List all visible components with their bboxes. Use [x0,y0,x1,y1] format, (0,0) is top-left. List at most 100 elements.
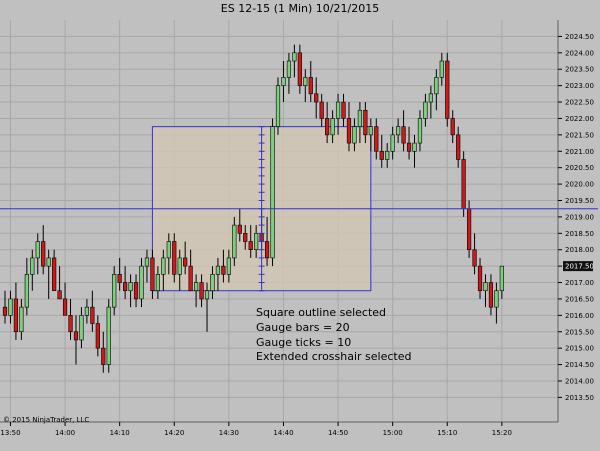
candle [352,118,357,152]
price-tick-label: 2024.00 [565,49,594,57]
annotation-line-3: Gauge ticks = 10 [256,336,351,349]
candle [210,266,215,299]
candle-body [117,274,122,283]
candle-body [112,274,117,308]
candle [330,110,335,144]
candle [123,266,128,299]
candle-body [335,101,341,119]
candle-body [406,142,412,152]
price-tick-label: 2023.00 [565,82,594,90]
price-tick-label: 2014.50 [565,361,594,369]
candle-body [352,126,357,144]
candle-body [95,323,100,349]
candle-body [62,298,68,316]
candle-body [106,306,111,365]
candle [396,118,401,144]
time-tick-label: 14:50 [328,429,348,437]
annotation-line-2: Gauge bars = 20 [256,321,350,334]
candle [270,118,275,267]
candle-body [281,77,286,86]
candle [13,282,19,340]
candle-body [439,60,444,78]
candle [177,249,182,291]
candle [368,118,373,152]
price-tick-label: 2016.00 [565,312,594,320]
price-tick-label: 2021.00 [565,148,594,156]
candle [46,249,51,299]
candle-body [52,257,57,292]
candle [264,216,270,267]
candle [461,151,466,217]
candle-body [144,257,150,267]
candle-body [445,60,450,119]
candle [199,274,204,308]
candle [215,257,221,291]
candle [90,290,95,332]
candle [237,208,242,242]
time-tick-label: 14:40 [273,429,293,437]
candle-body [13,298,19,333]
candle-body [150,257,155,292]
candle [68,298,73,340]
candle-body [483,282,488,292]
candle [412,134,417,168]
candle [346,102,352,152]
candle [483,274,488,308]
annotation-line-4: Extended crosshair selected [256,350,411,363]
candle-body [494,290,499,308]
price-tick-label: 2022.50 [565,99,594,107]
candle-body [221,265,226,275]
price-tick-label: 2019.50 [565,197,594,205]
candle [325,102,330,144]
candle-body [401,126,406,144]
candle [73,315,79,365]
candle-body [8,298,13,316]
candle-body [73,331,79,341]
candle [314,77,319,119]
candle [79,307,84,349]
candle-body [390,134,395,152]
candle [445,52,450,127]
candle [434,69,439,111]
candle-body [172,241,177,275]
price-tick-label: 2020.50 [565,164,594,172]
candle [428,85,433,119]
price-tick-label: 2018.50 [565,230,594,238]
candle [319,93,324,127]
candle [243,225,248,250]
candle [254,225,259,258]
candle-body [346,118,352,144]
candle [472,233,477,275]
candle [183,241,188,275]
candle [8,290,13,324]
price-tick-label: 2015.50 [565,328,594,336]
candle [41,225,46,275]
price-axis[interactable]: 2013.50 2014.00 2014.50 2015.00 2015.50 2016.… [558,33,594,402]
candle [423,93,428,127]
candle [19,298,24,340]
candle [488,274,494,316]
candle [139,257,144,308]
candle-body [450,118,455,136]
candle [357,102,363,144]
candle-body [123,282,128,292]
candle [499,265,504,299]
price-tick-label: 2022.00 [565,115,594,123]
candle [106,298,111,373]
candle [221,249,226,283]
candle-body [177,257,182,275]
chart-title: ES 12-15 (1 Min) 10/21/2015 [0,0,600,20]
candle [374,118,379,160]
candle [188,249,193,292]
candle [303,69,308,103]
candle [297,44,302,94]
price-tick-label: 2024.50 [565,33,594,41]
candle-body [188,265,193,292]
candle [84,298,89,324]
candle [401,110,406,152]
candle-body [248,241,253,251]
candle [150,249,155,299]
time-axis[interactable]: 13:50 14:00 14:10 14:20 14:30 14:40 14:50 15:00… [0,422,512,437]
candle-body [456,134,461,160]
